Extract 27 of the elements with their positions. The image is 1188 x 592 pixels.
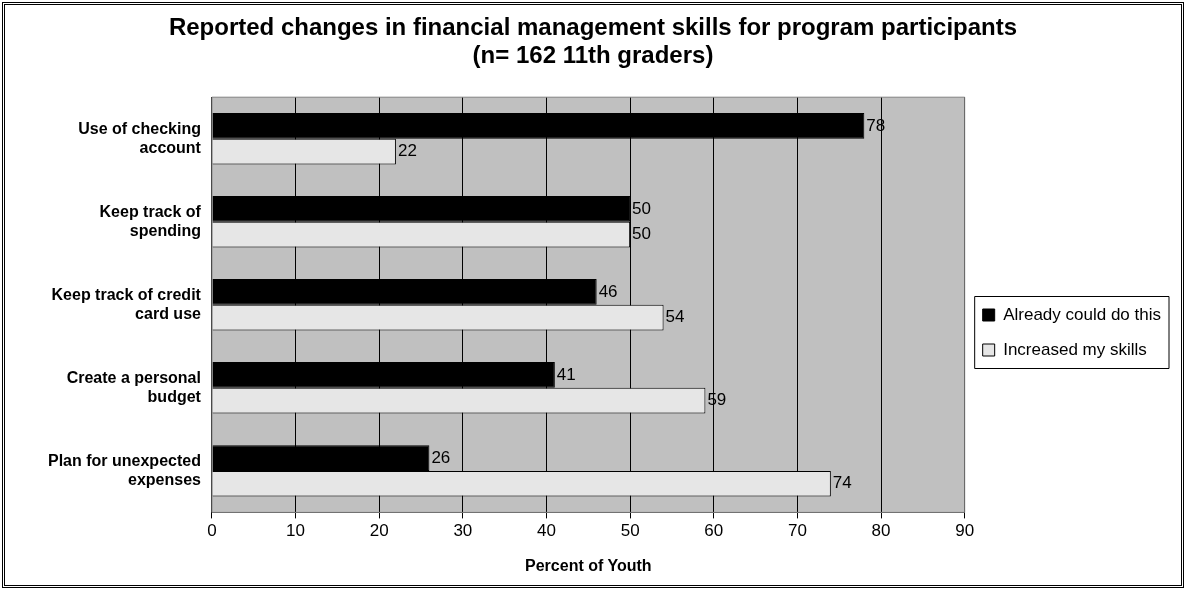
x-tick-label: 0 [207, 521, 217, 541]
legend-label: Already could do this [1003, 304, 1162, 324]
y-tick-label: Create a personal budget [66, 368, 202, 405]
y-tick-label: Plan for unexpected expenses [48, 451, 202, 488]
data-label: 26 [431, 447, 451, 467]
x-tick-label: 50 [620, 521, 640, 541]
x-tick-label: 90 [955, 521, 975, 541]
x-tick-label: 60 [704, 521, 724, 541]
legend-label: Increased my skills [1003, 339, 1147, 359]
x-tick-label: 20 [369, 521, 389, 541]
chart-title: Reported changes in financial management skills for program participants (n= 162 11th graders) [167, 13, 1019, 69]
data-label: 22 [397, 141, 417, 161]
data-label: 50 [632, 224, 652, 244]
x-tick-label: 70 [787, 521, 807, 541]
y-tick-label: Keep track of spending [99, 202, 202, 239]
x-axis-title: Percent of Youth [525, 556, 652, 574]
x-tick-label: 80 [871, 521, 891, 541]
x-tick-label: 30 [453, 521, 473, 541]
x-tick-label: 10 [286, 521, 306, 541]
data-label: 46 [598, 281, 618, 301]
y-tick-label: Use of checking account [78, 119, 202, 156]
y-tick-label: Keep track of credit card use [51, 285, 202, 322]
data-label: 54 [665, 307, 685, 327]
x-tick-label: 40 [537, 521, 556, 541]
data-label: 41 [556, 364, 576, 384]
data-label: 50 [632, 198, 652, 218]
data-label: 74 [832, 473, 852, 493]
